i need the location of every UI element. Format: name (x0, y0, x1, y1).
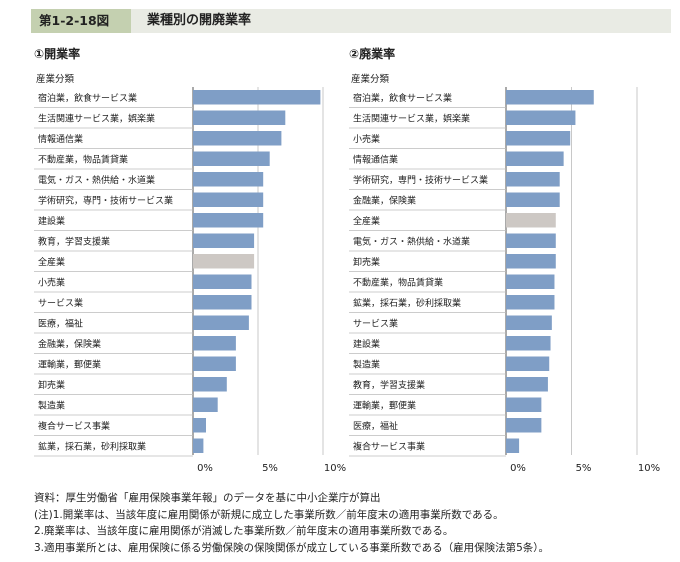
chart1-bar (193, 315, 249, 330)
chart2-bar (506, 356, 550, 371)
chart2-bar (506, 315, 552, 330)
chart2-category-label: 医療，福祉 (353, 420, 398, 432)
chart-notes: 資料：厚生労働省「雇用保険事業年報」のデータを基に中小企業庁が算出 (注)1.開… (34, 490, 549, 556)
chart1-bar (193, 172, 264, 187)
figure-header: 第1-2-18図 業種別の開廃業率 (31, 9, 671, 33)
chart1-category-label: 卸売業 (38, 379, 65, 391)
chart1-bar (193, 336, 236, 351)
chart2-category-label: 製造業 (353, 358, 380, 370)
chart1-category-label: 全産業 (38, 256, 65, 268)
chart1-category-label: 製造業 (38, 399, 65, 411)
chart1-category-label: 鉱業，採石業，砂利採取業 (38, 440, 146, 452)
note-1: (注)1.開業率は、当該年度に雇用関係が新規に成立した事業所数／前年度末の適用事… (34, 508, 504, 521)
chart1-tick-label: 5% (262, 463, 278, 474)
chart1-category-label: 不動産業，物品賃貸業 (38, 153, 128, 165)
figure-number: 第1-2-18図 (31, 9, 131, 33)
chart2-bar (506, 274, 555, 289)
chart1-bar (193, 110, 286, 125)
note-2: 2.廃業率は、当該年度に雇用関係が消滅した事業所数／前年度末の適用事業所数である… (34, 525, 454, 537)
chart1-category-label: 電気・ガス・熱供給・水道業 (38, 174, 155, 186)
chart2-category-label: 建設業 (353, 338, 380, 350)
chart2-category-label: 全産業 (353, 215, 380, 227)
chart1-bar (193, 90, 321, 105)
chart1-bar (193, 418, 206, 433)
chart1-category-label: 宿泊業，飲食サービス業 (38, 92, 137, 104)
chart1-tick-label: 0% (197, 463, 213, 474)
chart1-category-label: 複合サービス事業 (38, 420, 110, 432)
chart1-bar (193, 377, 227, 392)
chart2-bar (506, 131, 571, 146)
chart1-bar (193, 397, 218, 412)
chart1-bar (193, 356, 236, 371)
chart1-category-label: 生活関連サービス業，娯楽業 (38, 112, 155, 124)
chart1-bar (193, 274, 252, 289)
chart2-category-label: サービス業 (353, 317, 398, 329)
chart2-bar (506, 438, 520, 453)
chart2-bar (506, 377, 548, 392)
chart2-bar (506, 233, 556, 248)
chart1-bar (193, 192, 264, 207)
chart2-category-header: 産業分類 (351, 73, 390, 85)
chart2-category-label: 宿泊業，飲食サービス業 (353, 92, 452, 104)
chart2-bar (506, 110, 576, 125)
chart2-category-label: 教育，学習支援業 (353, 379, 425, 391)
chart2-category-label: 複合サービス事業 (353, 440, 425, 452)
chart1-category-label: 医療，福祉 (38, 317, 83, 329)
chart2-bar (506, 336, 551, 351)
chart1-category-label: 小売業 (38, 276, 65, 288)
chart2-bar (506, 213, 556, 228)
chart2-category-label: 電気・ガス・熱供給・水道業 (353, 235, 470, 247)
chart1-tick-label: 10% (324, 463, 346, 474)
chart2-tick-label: 0% (510, 463, 526, 474)
chart2-bar (506, 151, 564, 166)
chart2-category-label: 小売業 (353, 133, 380, 145)
note-source: 資料：厚生労働省「雇用保険事業年報」のデータを基に中小企業庁が算出 (34, 492, 381, 504)
chart2-bar (506, 418, 542, 433)
chart1-bar (193, 213, 264, 228)
chart2-category-label: 卸売業 (353, 256, 380, 268)
chart2-title: ②廃業率 (349, 46, 395, 61)
chart2-category-label: 運輸業，郵便業 (353, 399, 416, 411)
chart1-bar (193, 151, 270, 166)
chart2-bar (506, 172, 560, 187)
chart2-bar (506, 397, 542, 412)
chart1-category-label: 金融業，保険業 (38, 338, 101, 350)
chart1-category-label: 教育，学習支援業 (38, 235, 110, 247)
chart1-category-label: 情報通信業 (38, 133, 83, 145)
figure-title: 業種別の開廃業率 (147, 13, 252, 28)
chart2-category-label: 金融業，保険業 (353, 194, 416, 206)
chart1-bar (193, 295, 252, 310)
chart2-category-label: 鉱業，採石業，砂利採取業 (353, 297, 461, 309)
chart2-tick-label: 5% (576, 463, 592, 474)
chart2-bar (506, 192, 560, 207)
chart1-bar (193, 438, 204, 453)
chart1-title: ①開業率 (34, 46, 80, 61)
chart2-category-label: 不動産業，物品賃貸業 (353, 276, 443, 288)
note-3: 3.適用事業所とは、雇用保険に係る労働保険の保険関係が成立している事業所数である… (34, 541, 550, 554)
chart1-category-label: 運輸業，郵便業 (38, 358, 101, 370)
chart1-bar (193, 254, 255, 269)
chart2-bar (506, 295, 555, 310)
chart1-category-label: 学術研究，専門・技術サービス業 (38, 194, 173, 206)
chart1-bar (193, 131, 282, 146)
chart2-bar (506, 90, 594, 105)
chart1-bar (193, 233, 255, 248)
chart1-category-header: 産業分類 (36, 73, 75, 85)
chart1-category-label: 建設業 (38, 215, 65, 227)
chart2-tick-label: 10% (638, 463, 660, 474)
chart2-category-label: 情報通信業 (353, 153, 398, 165)
chart2-category-label: 生活関連サービス業，娯楽業 (353, 112, 470, 124)
chart1-category-label: サービス業 (38, 297, 83, 309)
chart2-category-label: 学術研究，専門・技術サービス業 (353, 174, 488, 186)
chart2-bar (506, 254, 556, 269)
